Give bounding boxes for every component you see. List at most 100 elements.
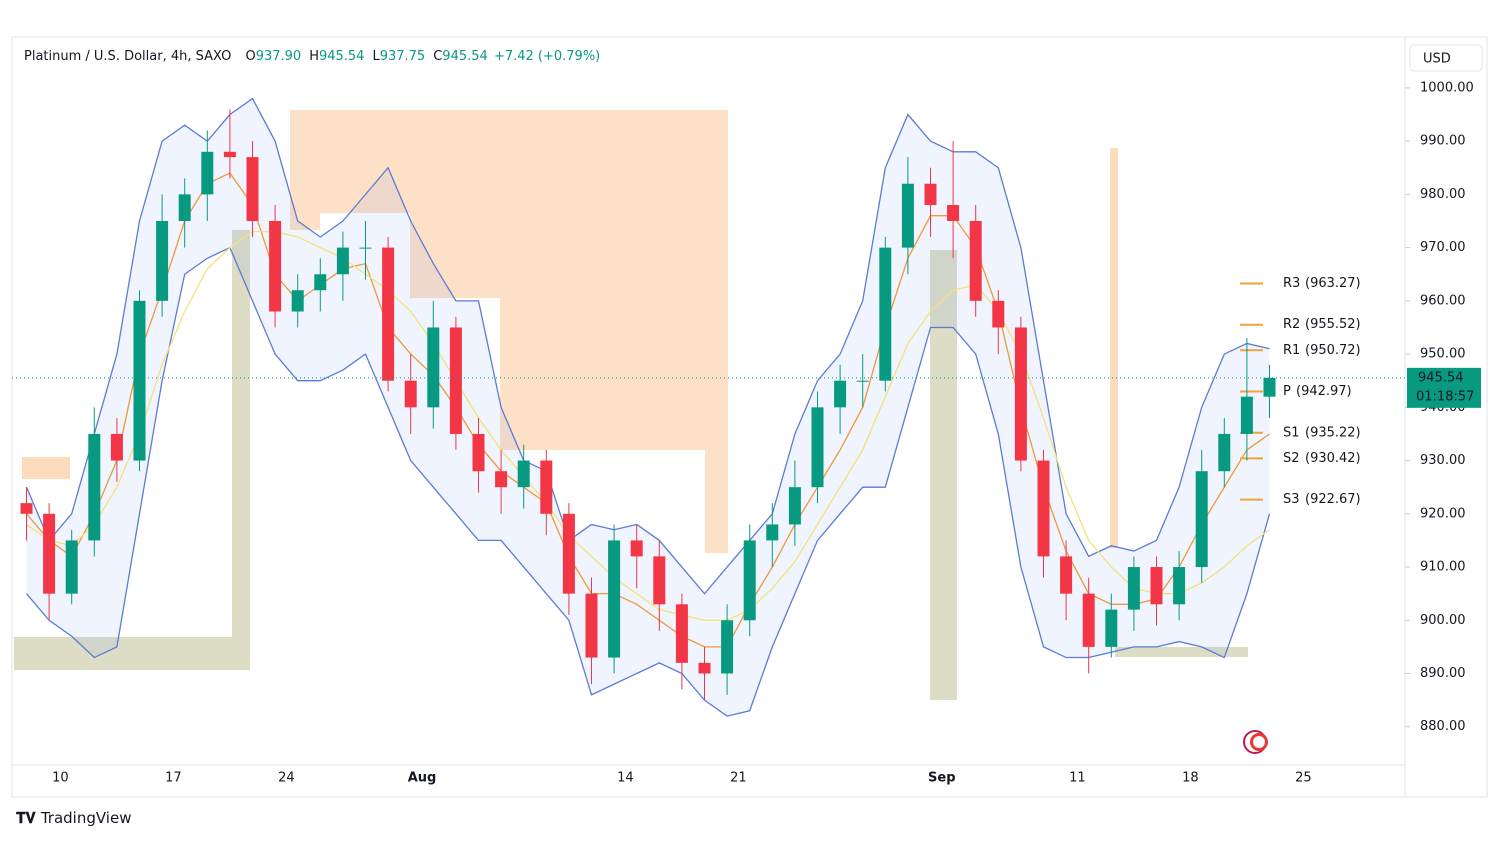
candle-body — [562, 513, 575, 594]
candle-body — [608, 540, 621, 658]
candle-body — [947, 205, 960, 221]
candle-body — [811, 407, 824, 488]
x-tick-label: Aug — [408, 771, 437, 786]
pivot-name: S2 — [1283, 451, 1300, 466]
candle-body — [1173, 567, 1186, 605]
y-tick-label: 920.00 — [1420, 506, 1466, 521]
y-tick-label: 990.00 — [1420, 134, 1466, 149]
indicator-line — [26, 246, 1271, 717]
y-tick-label: 970.00 — [1420, 240, 1466, 255]
countdown-label: 01:18:57 — [1416, 389, 1474, 404]
candle-body — [156, 221, 169, 301]
candle-body — [1240, 396, 1253, 434]
x-tick-label: 11 — [1069, 771, 1086, 786]
candle-body — [1263, 377, 1276, 397]
ohlc-value: 945.54 — [442, 49, 488, 64]
y-tick-label: 880.00 — [1420, 719, 1466, 734]
candle-body — [1082, 593, 1095, 647]
candle-body — [65, 540, 78, 594]
candle-body — [20, 503, 33, 514]
y-tick-label: 960.00 — [1420, 293, 1466, 308]
pivot-value: (922.67) — [1305, 492, 1361, 507]
symbol-title: Platinum / U.S. Dollar, 4h, SAXO — [24, 49, 232, 64]
candle-body — [901, 183, 914, 248]
candle-body — [1195, 471, 1208, 568]
candle-body — [1014, 327, 1027, 461]
candle-body — [788, 487, 801, 525]
pivot-value: (955.52) — [1305, 317, 1361, 332]
candle-body — [1060, 556, 1073, 594]
candle-body — [517, 460, 530, 488]
candle-body — [1150, 567, 1163, 605]
pivot-value: (950.72) — [1305, 343, 1361, 358]
currency-button[interactable] — [1409, 44, 1483, 72]
demand-zone — [1115, 647, 1248, 657]
x-tick-label: 17 — [165, 771, 182, 786]
candle-body — [540, 460, 553, 514]
candle-body — [1127, 567, 1140, 610]
x-tick-label: Sep — [928, 771, 956, 786]
candle-body — [314, 274, 327, 291]
candle-body — [834, 380, 847, 408]
y-tick-label: 930.00 — [1420, 453, 1466, 468]
candle-body — [427, 327, 440, 408]
ohlc-label: O — [245, 49, 256, 64]
candle-body — [743, 540, 756, 621]
y-tick-label: 890.00 — [1420, 666, 1466, 681]
candle-body — [766, 524, 779, 541]
candle-body — [291, 290, 304, 312]
x-tick-label: 21 — [730, 771, 747, 786]
pivot-name: R2 — [1283, 317, 1300, 332]
candle-body — [856, 380, 869, 382]
pivot-name: S3 — [1283, 492, 1300, 507]
candle-body — [269, 221, 282, 312]
candle-body — [88, 433, 101, 541]
pivot-value: (963.27) — [1305, 276, 1361, 291]
x-tick-label: 10 — [52, 771, 69, 786]
candle-body — [359, 247, 372, 249]
indicator-line — [25, 97, 1270, 595]
last-price-box — [1407, 367, 1481, 408]
candle-body — [246, 157, 259, 221]
y-tick-label: 980.00 — [1420, 187, 1466, 202]
supply-zone — [22, 457, 70, 479]
currency-label[interactable]: USD — [1423, 52, 1451, 67]
candle-body — [404, 380, 417, 408]
y-tick-label: 910.00 — [1420, 560, 1466, 575]
ohlc-value: 945.54 — [318, 49, 365, 64]
candle-body — [879, 247, 892, 381]
pivot-name: P — [1283, 384, 1291, 399]
last-price-label: 945.54 — [1418, 370, 1464, 385]
candle-body — [472, 433, 485, 472]
x-tick-label: 24 — [278, 771, 295, 786]
pivot-name: R1 — [1283, 343, 1300, 358]
candle-body — [382, 247, 395, 381]
candle-body — [630, 540, 643, 557]
y-tick-label: 1000.00 — [1420, 80, 1474, 95]
flag-icon — [1243, 730, 1268, 754]
x-tick-label: 14 — [617, 771, 634, 786]
branding-text: TradingView — [40, 809, 132, 827]
pivot-value: (942.97) — [1296, 384, 1352, 399]
candle-body — [698, 662, 711, 674]
candle-body — [653, 556, 666, 605]
ohlc-value: 937.90 — [255, 49, 302, 64]
x-tick-label: 18 — [1182, 771, 1199, 786]
pivot-name: R3 — [1283, 276, 1300, 291]
y-tick-label: 900.00 — [1420, 613, 1466, 628]
candle-body — [1037, 460, 1050, 557]
ohlc-values: O937.90 H945.54 L937.75 C945.54 — [237, 49, 487, 64]
indicator-line — [26, 230, 1270, 621]
y-tick-label: 950.00 — [1420, 347, 1466, 362]
candle-body — [924, 183, 937, 206]
frame — [11, 36, 1488, 798]
candle-body — [585, 593, 598, 658]
demand-zone — [930, 250, 957, 700]
supply-zone — [1110, 148, 1118, 548]
candle-body — [449, 327, 462, 434]
branding: 𝐓𝐕 TradingView — [16, 809, 132, 827]
candle-body — [201, 151, 214, 195]
candle-body — [133, 300, 146, 461]
plot-area: 1000.00990.00980.00970.00960.00950.00940… — [12, 80, 1474, 786]
